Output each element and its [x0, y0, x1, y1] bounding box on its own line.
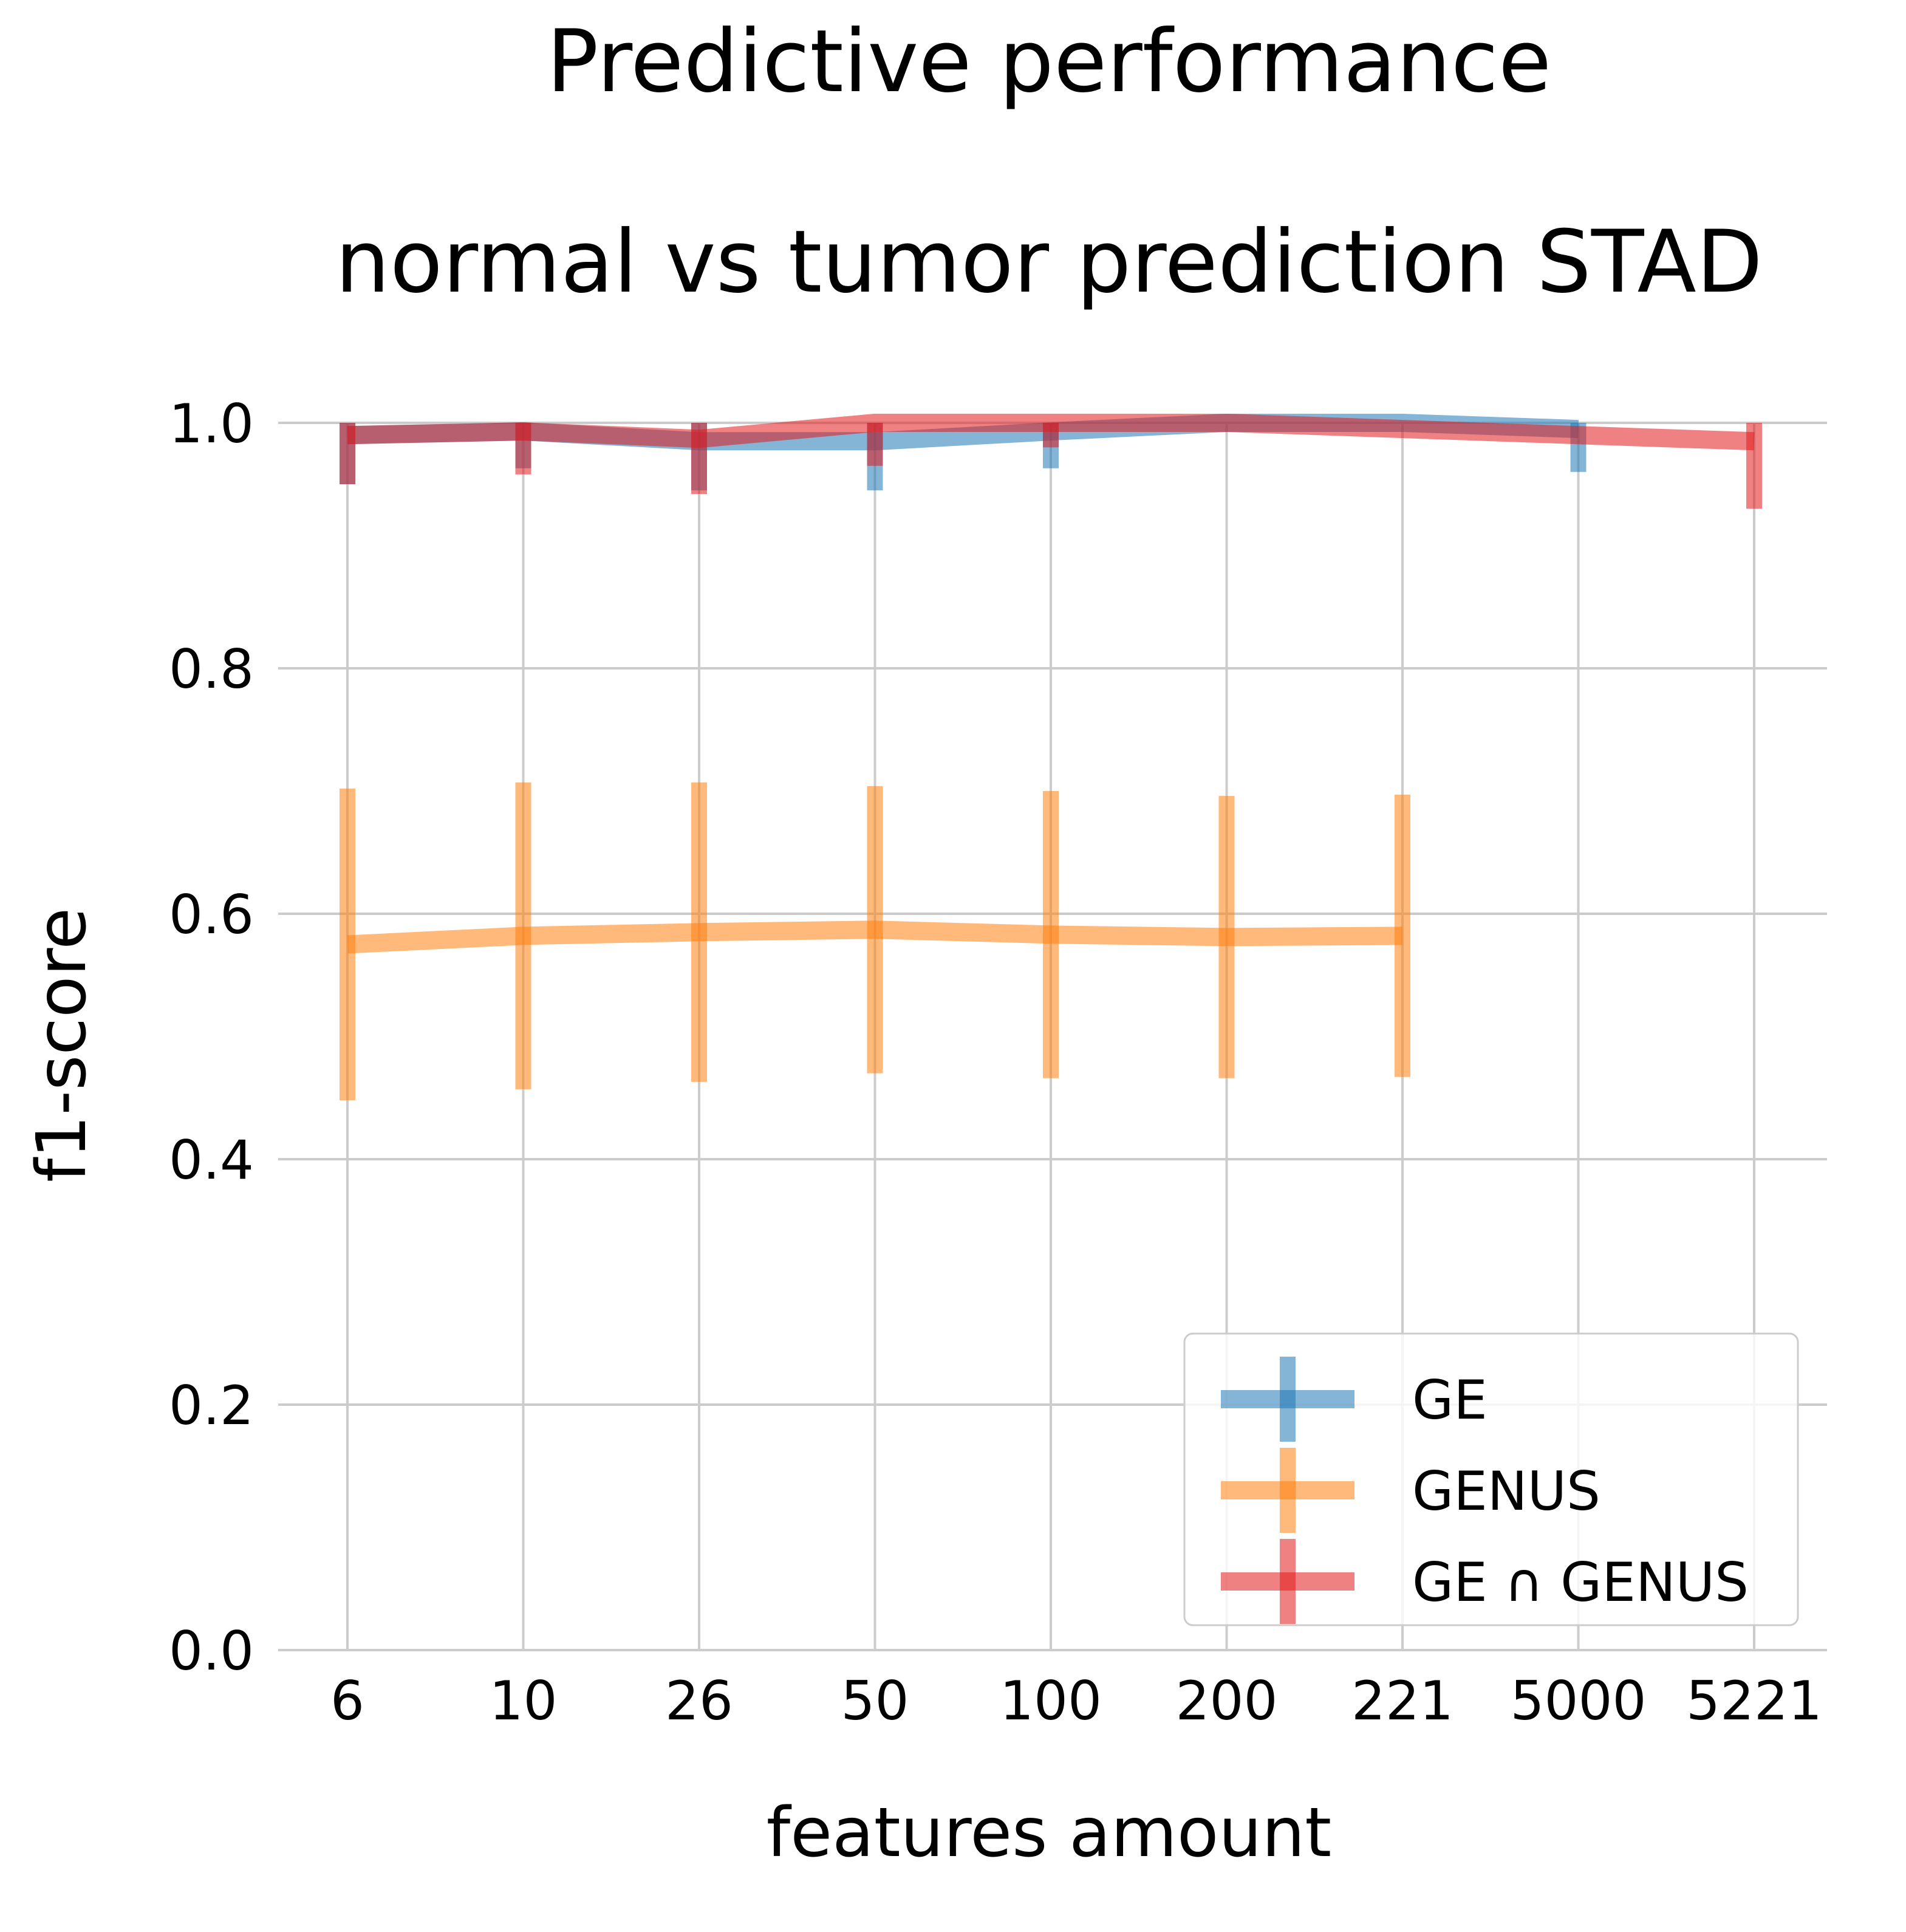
legend: GE GENUS GE ∩ GENUS	[1183, 1332, 1799, 1626]
x-tick-label: 5000	[1511, 1670, 1647, 1732]
x-tick-label: 6	[330, 1670, 364, 1732]
x-tick-label: 26	[665, 1670, 733, 1732]
x-tick-label: 50	[841, 1670, 909, 1732]
legend-label: GE ∩ GENUS	[1412, 1551, 1749, 1614]
legend-label: GENUS	[1412, 1460, 1600, 1523]
series-1	[340, 782, 1410, 1101]
x-tick-label: 10	[490, 1670, 558, 1732]
y-tick-label: 0.4	[169, 1129, 254, 1191]
chart-subtitle: normal vs tumor prediction STAD	[335, 212, 1763, 312]
series-2	[340, 414, 1762, 509]
y-axis-label: f1-score	[22, 908, 101, 1182]
x-tick-label: 5221	[1686, 1670, 1822, 1732]
chart-title: Predictive performance	[547, 12, 1552, 112]
x-tick-label: 221	[1351, 1670, 1453, 1732]
series-layer	[340, 414, 1762, 1101]
y-tick-label: 1.0	[169, 392, 254, 455]
y-tick-label: 0.8	[169, 638, 254, 701]
x-tick-label: 100	[1000, 1670, 1102, 1732]
x-tick-label: 200	[1176, 1670, 1278, 1732]
x-axis-label: features amount	[767, 1793, 1331, 1872]
legend-label: GE	[1412, 1369, 1488, 1431]
y-tick-label: 0.6	[169, 883, 254, 946]
y-tick-labels: 0.0 0.2 0.4 0.6 0.8 1.0	[169, 392, 254, 1682]
x-tick-labels: 6 10 26 50 100 200 221 5000 5221	[330, 1670, 1822, 1732]
y-tick-label: 0.0	[169, 1620, 254, 1682]
y-tick-label: 0.2	[169, 1374, 254, 1437]
